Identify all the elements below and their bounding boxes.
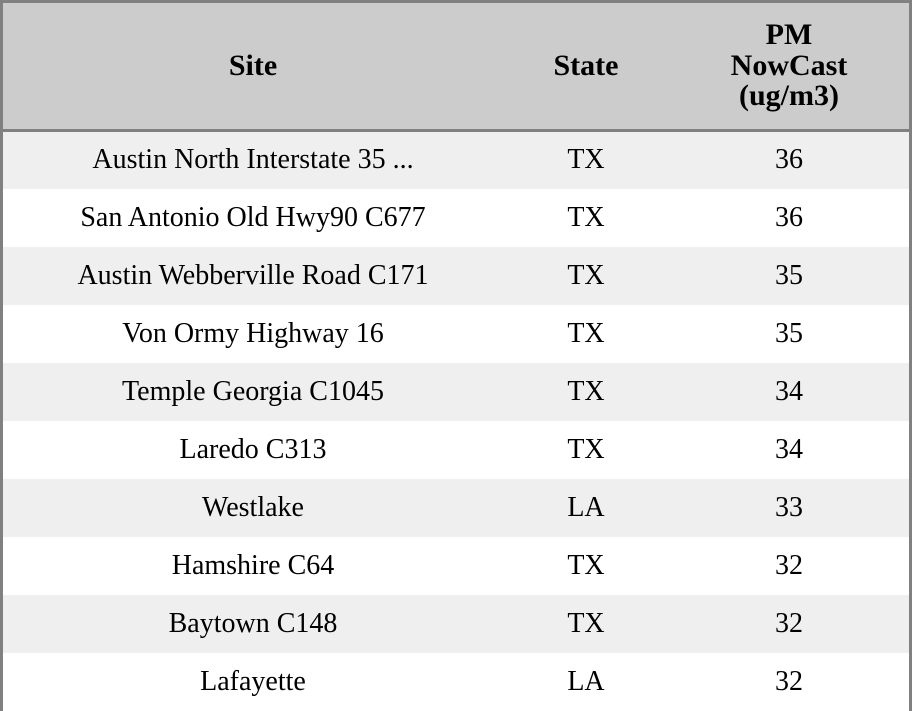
cell-state: TX xyxy=(567,607,605,639)
table-row[interactable]: Austin North Interstate 35 ... TX 36 xyxy=(3,130,909,189)
cell-pm-nowcast-value: 36 xyxy=(775,144,803,176)
cell-site: Hamshire C64 xyxy=(171,549,335,581)
cell-state: TX xyxy=(567,375,605,407)
table-header: Site State PM NowCast (ug/m3) xyxy=(3,3,909,132)
cell-state: LA xyxy=(567,665,605,697)
table-row[interactable]: Lafayette LA 32 xyxy=(3,652,909,711)
cell-pm-nowcast-value: 32 xyxy=(775,665,803,697)
cell-site: San Antonio Old Hwy90 C677 xyxy=(80,201,426,233)
column-header-site[interactable]: Site xyxy=(3,3,503,132)
table-header-row: Site State PM NowCast (ug/m3) xyxy=(3,3,909,132)
cell-pm-nowcast-value: 36 xyxy=(775,201,803,233)
table-row[interactable]: Hamshire C64 TX 32 xyxy=(3,536,909,595)
cell-pm-nowcast-value: 34 xyxy=(775,375,803,407)
table-row[interactable]: Baytown C148 TX 32 xyxy=(3,594,909,653)
cell-state: TX xyxy=(567,201,605,233)
table-row[interactable]: Von Ormy Highway 16 TX 35 xyxy=(3,304,909,363)
cell-pm-nowcast-value: 34 xyxy=(775,433,803,465)
cell-site: Westlake xyxy=(202,491,304,523)
cell-site: Austin North Interstate 35 ... xyxy=(92,144,414,176)
cell-site: Austin Webberville Road C171 xyxy=(77,259,429,291)
cell-site: Laredo C313 xyxy=(179,433,327,465)
table-body: Austin North Interstate 35 ... TX 36 San An… xyxy=(3,130,909,711)
cell-state: TX xyxy=(567,144,605,176)
column-header-pm-nowcast[interactable]: PM NowCast (ug/m3) xyxy=(669,3,909,132)
cell-state: TX xyxy=(567,259,605,291)
cell-site: Baytown C148 xyxy=(168,607,338,639)
cell-pm-nowcast-value: 33 xyxy=(775,491,803,523)
cell-pm-nowcast-value: 32 xyxy=(775,607,803,639)
table-row[interactable]: Laredo C313 TX 34 xyxy=(3,420,909,479)
cell-site: Lafayette xyxy=(200,665,306,697)
cell-state: TX xyxy=(567,317,605,349)
table-row[interactable]: Temple Georgia C1045 TX 34 xyxy=(3,362,909,421)
table-row[interactable]: Austin Webberville Road C171 TX 35 xyxy=(3,246,909,305)
cell-state: TX xyxy=(567,549,605,581)
cell-state: TX xyxy=(567,433,605,465)
table-row[interactable]: San Antonio Old Hwy90 C677 TX 36 xyxy=(3,188,909,247)
cell-site: Von Ormy Highway 16 xyxy=(122,317,384,349)
pm-nowcast-table: Site State PM NowCast (ug/m3) Austin Nor… xyxy=(3,3,909,711)
cell-site: Temple Georgia C1045 xyxy=(122,375,384,407)
cell-pm-nowcast-value: 32 xyxy=(775,549,803,581)
cell-pm-nowcast-value: 35 xyxy=(775,259,803,291)
column-header-state[interactable]: State xyxy=(503,3,669,132)
table-row[interactable]: Westlake LA 33 xyxy=(3,478,909,537)
cell-pm-nowcast-value: 35 xyxy=(775,317,803,349)
cell-state: LA xyxy=(567,491,605,523)
